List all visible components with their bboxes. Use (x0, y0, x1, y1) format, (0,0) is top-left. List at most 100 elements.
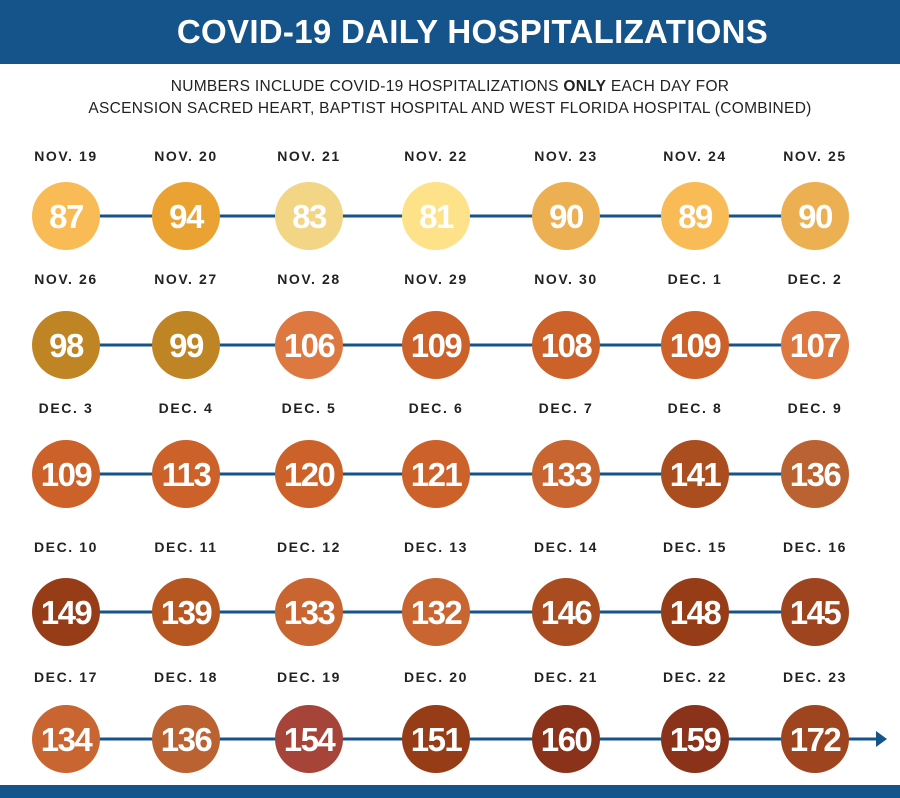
value-label: 148 (670, 594, 722, 631)
subtitle-line-2: ASCENSION SACRED HEART, BAPTIST HOSPITAL… (88, 100, 812, 117)
value-label: 133 (284, 594, 336, 631)
value-circle (532, 440, 600, 508)
value-circle (661, 182, 729, 250)
value-circle (402, 440, 470, 508)
data-point: DEC. 23 172 (781, 669, 849, 773)
value-label: 121 (411, 456, 463, 493)
data-point: DEC. 19 154 (275, 669, 343, 773)
value-label: 94 (169, 198, 205, 235)
date-label: DEC. 2 (788, 271, 843, 287)
subtitle-text: EACH DAY FOR (606, 78, 730, 95)
value-label: 136 (790, 456, 842, 493)
value-label: 134 (41, 721, 94, 758)
date-label: NOV. 28 (277, 271, 341, 287)
value-circle (32, 578, 100, 646)
data-point: DEC. 21 160 (532, 669, 600, 773)
value-label: 108 (541, 327, 593, 364)
data-point: DEC. 9 136 (781, 400, 849, 508)
timeline-row: DEC. 17 134 DEC. 18 136 DEC. 19 154 DEC. 20 151… (32, 669, 887, 773)
date-label: DEC. 14 (534, 539, 598, 555)
date-label: DEC. 8 (668, 400, 723, 416)
value-label: 89 (678, 198, 713, 235)
value-circle (275, 182, 343, 250)
value-label: 113 (162, 456, 212, 493)
date-label: DEC. 16 (783, 539, 847, 555)
value-label: 90 (549, 198, 583, 235)
data-point: DEC. 22 159 (661, 669, 729, 773)
value-circle (275, 440, 343, 508)
date-label: DEC. 13 (404, 539, 468, 555)
value-circle (781, 311, 849, 379)
date-label: DEC. 9 (788, 400, 843, 416)
header-banner: COVID-19 DAILY HOSPITALIZATIONS (0, 0, 900, 64)
value-label: 136 (161, 721, 213, 758)
value-circle (275, 578, 343, 646)
data-point: NOV. 28 106 (275, 271, 343, 379)
value-label: 81 (419, 198, 454, 235)
date-label: DEC. 6 (409, 400, 464, 416)
data-point: NOV. 20 94 (152, 148, 220, 250)
value-circle (661, 578, 729, 646)
date-label: DEC. 15 (663, 539, 727, 555)
date-label: NOV. 30 (534, 271, 598, 287)
footer-bar (0, 785, 900, 798)
value-circle (532, 705, 600, 773)
arrow-right-icon (876, 731, 887, 747)
subtitle: NUMBERS INCLUDE COVID-19 HOSPITALIZATION… (0, 76, 900, 120)
data-point: NOV. 29 109 (402, 271, 470, 379)
date-label: NOV. 26 (34, 271, 98, 287)
data-point: DEC. 10 149 (32, 539, 100, 646)
date-label: NOV. 19 (34, 148, 98, 164)
value-circle (661, 440, 729, 508)
value-circle (402, 311, 470, 379)
subtitle-text: NUMBERS INCLUDE COVID-19 HOSPITALIZATION… (170, 78, 564, 95)
data-point: DEC. 7 133 (532, 400, 600, 508)
data-point: DEC. 14 146 (532, 539, 600, 646)
date-label: DEC. 17 (34, 669, 98, 685)
value-circle (275, 705, 343, 773)
date-label: DEC. 11 (154, 539, 217, 555)
data-point: NOV. 23 90 (532, 148, 600, 250)
data-point: DEC. 8 141 (661, 400, 729, 508)
value-label: 87 (49, 198, 83, 235)
value-circle (275, 311, 343, 379)
value-circle (532, 182, 600, 250)
date-label: NOV. 21 (277, 148, 341, 164)
timeline-row: DEC. 10 149 DEC. 11 139 DEC. 12 133 DEC. 13 132… (32, 539, 849, 646)
value-label: 159 (670, 721, 722, 758)
value-circle (152, 578, 220, 646)
value-circle (32, 311, 100, 379)
value-circle (781, 578, 849, 646)
data-point: NOV. 24 89 (661, 148, 729, 250)
value-label: 109 (670, 327, 722, 364)
data-point: NOV. 22 81 (402, 148, 470, 250)
date-label: DEC. 4 (159, 400, 214, 416)
value-circle (152, 311, 220, 379)
date-label: NOV. 23 (534, 148, 598, 164)
page-title: COVID-19 DAILY HOSPITALIZATIONS (176, 13, 769, 50)
data-point: DEC. 17 134 (32, 669, 100, 773)
data-point: NOV. 27 99 (152, 271, 220, 379)
value-circle (152, 440, 220, 508)
date-label: DEC. 3 (39, 400, 94, 416)
date-label: DEC. 19 (277, 669, 341, 685)
date-label: DEC. 5 (282, 400, 337, 416)
value-circle (532, 311, 600, 379)
data-point: DEC. 1 109 (661, 271, 729, 379)
data-point: DEC. 5 120 (275, 400, 343, 508)
subtitle-emphasis: ONLY (563, 78, 607, 95)
value-label: 151 (411, 721, 463, 758)
data-point: NOV. 25 90 (781, 148, 849, 250)
date-label: NOV. 27 (154, 271, 218, 287)
data-point: DEC. 18 136 (152, 669, 220, 773)
data-point: DEC. 2 107 (781, 271, 849, 379)
value-label: 99 (169, 327, 204, 364)
value-circle (781, 705, 849, 773)
date-label: NOV. 22 (404, 148, 468, 164)
data-point: DEC. 13 132 (402, 539, 470, 646)
value-label: 98 (49, 327, 84, 364)
